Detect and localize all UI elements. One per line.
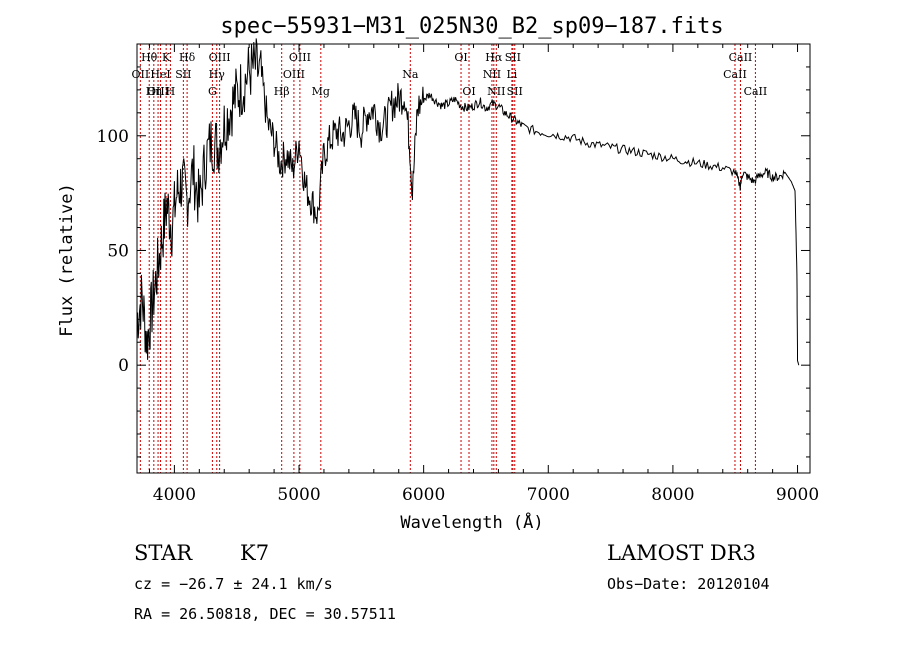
spectrum-line xyxy=(136,38,800,366)
redshift-text: cz = −26.7 ± 24.1 km/s xyxy=(134,575,333,593)
object-subclass: K7 xyxy=(240,541,269,565)
line-marker-label: Hβ xyxy=(274,85,290,98)
x-tick-label: 5000 xyxy=(277,485,320,505)
line-marker-label: H xyxy=(166,85,176,98)
x-axis-label: Wavelength (Å) xyxy=(400,511,543,533)
line-marker-label: Hθ xyxy=(141,51,158,64)
line-marker-label: CaII xyxy=(744,85,768,98)
line-marker-label: Li xyxy=(506,68,517,81)
line-marker-label: Hγ xyxy=(209,68,226,81)
x-tick-label: 7000 xyxy=(527,485,570,505)
y-tick-label: 0 xyxy=(118,356,129,376)
survey-name: LAMOST DR3 xyxy=(607,541,756,565)
line-marker-label: OIII xyxy=(283,68,305,81)
line-marker-label: OI xyxy=(462,85,475,98)
y-tick-label: 100 xyxy=(97,127,129,147)
x-tick-label: 6000 xyxy=(402,485,445,505)
y-axis-ticks: 0 50 100 xyxy=(97,66,810,458)
line-marker-label: OIII xyxy=(147,85,169,98)
x-tick-label: 4000 xyxy=(153,485,196,505)
line-marker-label: CaII xyxy=(723,68,747,81)
line-marker-label: NII xyxy=(483,68,501,81)
plot-frame xyxy=(136,43,811,474)
line-marker-label: SII xyxy=(507,85,523,98)
line-marker-label: G xyxy=(208,85,217,98)
x-tick-label: 8000 xyxy=(651,485,694,505)
line-marker-label: Hα xyxy=(485,51,503,64)
obs-date: Obs−Date: 20120104 xyxy=(607,575,770,593)
line-markers xyxy=(139,44,756,473)
x-tick-label: 9000 xyxy=(776,485,819,505)
line-marker-label: OIII xyxy=(289,51,311,64)
line-marker-label: Na xyxy=(402,68,419,81)
line-marker-label: Hη xyxy=(146,85,162,98)
chart-title: spec−55931−M31_025N30_B2_sp09−187.fits xyxy=(220,14,723,39)
line-marker-label: OIII xyxy=(209,51,231,64)
line-marker-label: NII xyxy=(487,85,505,98)
line-marker-label: Mg xyxy=(312,85,330,98)
line-marker-label: HeI xyxy=(150,68,170,81)
line-marker-label: SII xyxy=(175,68,191,81)
object-class: STAR xyxy=(134,541,193,565)
x-axis-ticks: 4000 5000 6000 7000 8000 9000 xyxy=(148,44,819,505)
y-axis-label: Flux (relative) xyxy=(57,183,77,337)
line-marker-label: Hδ xyxy=(179,51,196,64)
line-marker-label: OI xyxy=(454,51,467,64)
coords-text: RA = 26.50818, DEC = 30.57511 xyxy=(134,605,396,623)
line-marker-label: SII xyxy=(505,51,521,64)
line-marker-label: K xyxy=(162,51,171,64)
line-marker-label: CaII xyxy=(729,51,753,64)
y-tick-label: 50 xyxy=(107,241,129,261)
line-marker-label: OII xyxy=(132,68,150,81)
